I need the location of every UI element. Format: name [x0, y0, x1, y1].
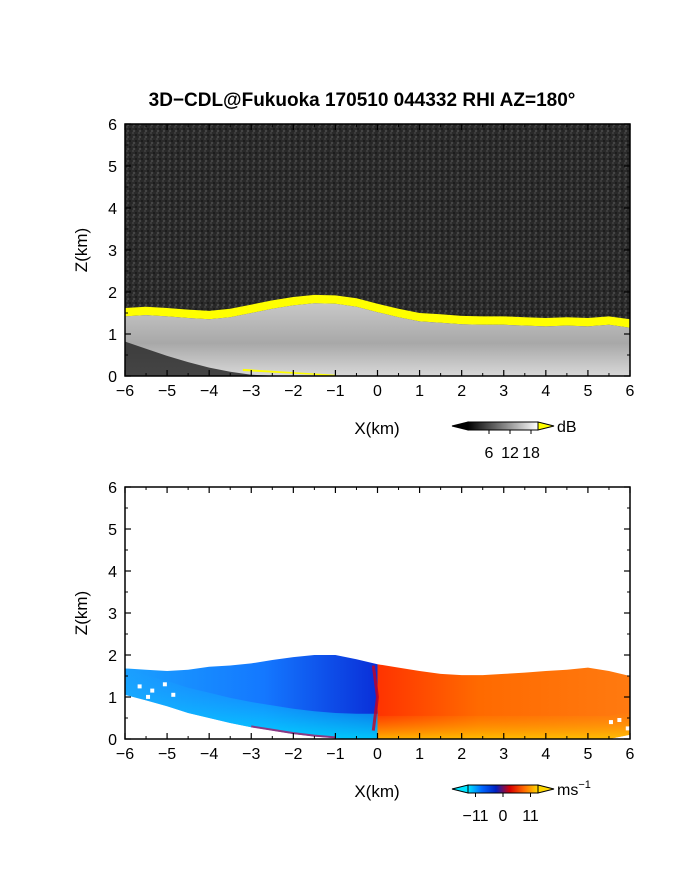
figure-title: 3D−CDL@Fukuoka 170510 044332 RHI AZ=180°	[149, 90, 576, 111]
intensity-ytick-label: 0	[108, 369, 117, 386]
intensity-image	[125, 124, 630, 376]
velocity-colorbar-over-arrow	[537, 784, 555, 794]
intensity-xtick-label: 3	[499, 383, 508, 400]
boundary-layer-top-band	[125, 294, 630, 328]
velocity-gap	[608, 720, 613, 725]
velocity-xtick-label: −5	[158, 746, 176, 763]
intensity-ytick-label: 3	[108, 243, 117, 260]
intensity-xtick-label: 4	[541, 383, 550, 400]
velocity-ytick-label: 2	[108, 648, 117, 665]
intensity-xtick-label: 0	[373, 383, 382, 400]
intensity-ytick-label: 5	[108, 159, 117, 176]
intensity-xtick-label: −5	[158, 383, 176, 400]
velocity-xtick-label: −1	[326, 746, 344, 763]
velocity-xtick-label: 0	[373, 746, 382, 763]
positive-velocity-lowlevel	[377, 711, 630, 739]
intensity-xtick-label: −2	[284, 383, 302, 400]
intensity-colorbar-over-arrow	[537, 421, 555, 431]
velocity-ytick-label: 5	[108, 522, 117, 539]
intensity-colorbar-unit: dB	[557, 419, 577, 436]
velocity-ylabel: Z(km)	[72, 591, 91, 635]
velocity-ytick-label: 1	[108, 690, 117, 707]
velocity-xlabel: X(km)	[354, 782, 399, 801]
velocity-xtick-label: −4	[200, 746, 218, 763]
intensity-ytick-label: 2	[108, 285, 117, 302]
intensity-ytick-label: 1	[108, 327, 117, 344]
intensity-xlabel: X(km)	[354, 419, 399, 438]
velocity-xtick-label: 3	[499, 746, 508, 763]
intensity-colorbar: dB 6 12 18	[451, 419, 577, 462]
boundary-layer-echo	[125, 303, 630, 376]
velocity-colorbar-bar	[467, 784, 539, 794]
velocity-gaps	[137, 682, 630, 731]
velocity-xtick-label: −2	[284, 746, 302, 763]
intensity-colorbar-tick-label: 18	[522, 445, 540, 462]
velocity-xtick-label: 6	[626, 746, 635, 763]
intensity-ylabel: Z(km)	[72, 228, 91, 272]
intensity-xtick-label: −6	[116, 383, 134, 400]
velocity-xtick-label: 5	[583, 746, 592, 763]
velocity-xtick-label: −3	[242, 746, 260, 763]
intensity-colorbar-tick-label: 6	[485, 445, 494, 462]
velocity-colorbar-tick-label: 0	[499, 808, 508, 825]
velocity-colorbar-unit-exponent: −1	[578, 779, 591, 791]
intensity-ytick-label: 4	[108, 201, 117, 218]
intensity-xtick-label: −4	[200, 383, 218, 400]
velocity-ytick-label: 4	[108, 564, 117, 581]
velocity-xtick-label: 2	[457, 746, 466, 763]
intensity-xtick-label: 5	[583, 383, 592, 400]
intensity-xtick-label: 6	[626, 383, 635, 400]
velocity-ytick-label: 3	[108, 606, 117, 623]
velocity-ytick-label: 0	[108, 732, 117, 749]
intensity-xtick-label: −1	[326, 383, 344, 400]
velocity-xtick-label: 1	[415, 746, 424, 763]
velocity-sign-change-line	[371, 665, 380, 731]
velocity-gap	[617, 718, 622, 722]
velocity-panel: −6 −5 −4 −3 −2 −1 0 1 2 3 4 5 6 0 1 2 3 4 5 6 X(km) Z(km) m…	[72, 480, 635, 825]
velocity-gap	[162, 682, 167, 687]
velocity-gap	[150, 688, 155, 693]
velocity-colorbar-unit: ms−1	[557, 779, 591, 799]
velocity-gap	[146, 694, 151, 699]
velocity-xtick-label: 4	[541, 746, 550, 763]
intensity-xtick-label: −3	[242, 383, 260, 400]
intensity-ytick-label: 6	[108, 117, 117, 134]
velocity-ytick-label: 6	[108, 480, 117, 497]
velocity-colorbar-tick-label: −11	[463, 808, 489, 825]
velocity-colorbar: ms−1 −11 0 11	[451, 779, 591, 825]
intensity-colorbar-tick-label: 12	[501, 445, 519, 462]
velocity-colorbar-under-arrow	[451, 784, 469, 794]
velocity-xtick-label: −6	[116, 746, 134, 763]
intensity-colorbar-under-arrow	[451, 421, 469, 431]
below-beam-region	[125, 341, 281, 376]
velocity-gap	[625, 726, 630, 731]
velocity-gap	[171, 692, 176, 697]
velocity-gap	[137, 684, 142, 689]
intensity-colorbar-bar	[467, 421, 539, 431]
velocity-colorbar-tick-label: 11	[522, 808, 539, 825]
negative-velocity-lowlevel	[125, 669, 378, 739]
intensity-xtick-label: 1	[415, 383, 424, 400]
intensity-xtick-label: 2	[457, 383, 466, 400]
velocity-image	[125, 655, 630, 739]
lower-edge-band	[242, 368, 336, 376]
